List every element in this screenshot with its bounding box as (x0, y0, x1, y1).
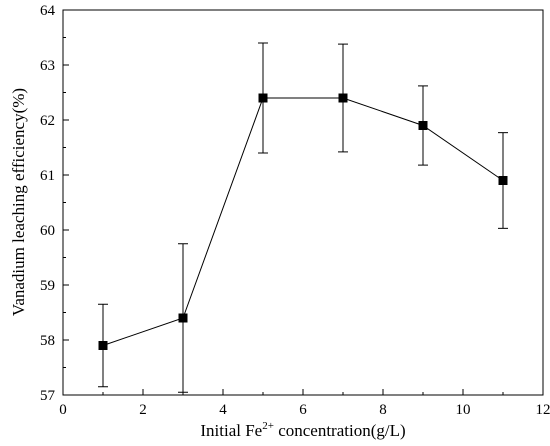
axis-tick-labels: 0 2 4 6 8 10 12 57 58 59 60 61 62 63 64 (40, 3, 550, 418)
data-point (338, 93, 348, 103)
x-tick-label: 2 (139, 402, 147, 418)
x-tick-label: 10 (456, 402, 471, 418)
x-tick-label: 0 (59, 402, 67, 418)
data-point (178, 313, 188, 323)
x-tick-label: 12 (536, 402, 550, 418)
plot-frame (62, 9, 544, 396)
y-tick-label: 63 (40, 58, 55, 74)
y-tick-label: 59 (40, 278, 55, 294)
y-tick-label: 58 (40, 333, 55, 349)
y-tick-label: 62 (40, 113, 55, 129)
data-point (418, 121, 428, 130)
error-bars (98, 42, 508, 393)
x-axis-title-superscript: 2+ (262, 420, 274, 432)
y-tick-label: 60 (40, 223, 55, 239)
data-markers (98, 93, 508, 350)
x-tick-label: 4 (219, 402, 227, 418)
x-axis-title: Initial Fe2+ concentration(g/L) (200, 420, 405, 440)
data-point (98, 341, 108, 350)
data-point (258, 93, 268, 103)
y-tick-label: 61 (40, 168, 55, 184)
y-tick-label: 64 (40, 3, 56, 19)
y-tick-label: 57 (40, 388, 56, 404)
x-axis-title-part1: Initial Fe (200, 421, 262, 440)
x-tick-label: 8 (379, 402, 387, 418)
x-axis-title-part2: concentration(g/L) (274, 421, 406, 440)
axis-ticks (62, 9, 544, 396)
x-tick-label: 6 (299, 402, 307, 418)
series-line (102, 97, 504, 346)
y-axis-title: Vanadium leaching efficiency(%) (9, 88, 28, 316)
data-point (498, 176, 508, 185)
